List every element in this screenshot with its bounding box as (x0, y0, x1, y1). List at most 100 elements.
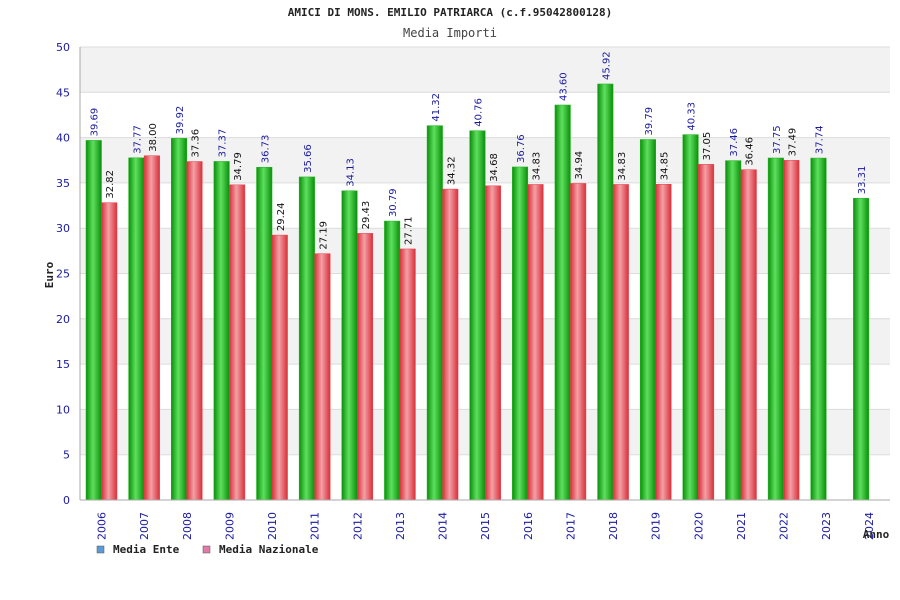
data-label-media-ente-2015: 40.76 (473, 98, 484, 127)
bar-media-nazionale-2008 (186, 161, 203, 501)
bar-media-ente-2012 (341, 190, 358, 501)
bar-media-nazionale-2012 (357, 233, 374, 501)
x-tick-label: 2023 (820, 512, 833, 540)
x-tick-label: 2013 (394, 512, 407, 540)
y-tick-label: 45 (56, 86, 70, 99)
y-tick-label: 40 (56, 132, 70, 145)
data-label-media-ente-2017: 43.60 (559, 72, 570, 101)
bar-media-nazionale-2010 (271, 234, 288, 501)
data-label-media-ente-2020: 40.33 (687, 102, 698, 131)
x-tick-label: 2018 (607, 512, 620, 540)
y-tick-label: 30 (56, 222, 70, 235)
data-label-media-nazionale-2013: 27.71 (404, 216, 415, 245)
data-label-media-nazionale-2015: 34.68 (489, 153, 500, 182)
data-label-media-ente-2014: 41.32 (431, 93, 442, 122)
x-tick-label: 2021 (735, 512, 748, 540)
x-tick-label: 2022 (778, 512, 791, 540)
data-label-media-nazionale-2017: 34.94 (574, 151, 585, 180)
y-tick-label: 50 (56, 41, 70, 54)
data-label-media-ente-2006: 39.69 (90, 108, 101, 137)
data-label-media-nazionale-2006: 32.82 (105, 170, 116, 199)
bar-media-ente-2009 (213, 161, 230, 501)
bar-media-nazionale-2013 (399, 248, 416, 501)
bar-media-nazionale-2014 (442, 188, 459, 501)
data-label-media-ente-2016: 36.76 (516, 134, 527, 163)
bar-media-ente-2015 (469, 130, 486, 501)
data-label-media-nazionale-2010: 29.24 (276, 202, 287, 231)
x-tick-label: 2024 (863, 512, 876, 540)
bar-media-nazionale-2015 (484, 185, 501, 501)
y-tick-label: 0 (63, 494, 70, 507)
data-label-media-ente-2013: 30.79 (388, 188, 399, 217)
data-label-media-ente-2012: 34.13 (346, 158, 357, 187)
bar-media-nazionale-2021 (740, 169, 757, 501)
legend-swatch-media-ente (96, 545, 105, 554)
bar-media-ente-2006 (85, 140, 102, 501)
x-tick-label: 2016 (522, 512, 535, 540)
data-label-media-ente-2009: 37.37 (218, 129, 229, 158)
plot-band (80, 47, 890, 93)
data-label-media-nazionale-2021: 36.46 (745, 137, 756, 166)
bar-media-nazionale-2018 (612, 184, 629, 501)
bar-media-ente-2008 (171, 138, 188, 501)
bars-group (85, 83, 870, 501)
legend-label-media-ente: Media Ente (113, 543, 180, 556)
bar-media-nazionale-2006 (101, 202, 118, 501)
y-tick-label: 15 (56, 358, 70, 371)
data-label-media-nazionale-2014: 34.32 (446, 156, 457, 185)
data-label-media-ente-2022: 37.75 (772, 125, 783, 154)
plot-band (80, 92, 890, 138)
x-tick-label: 2011 (309, 512, 322, 540)
x-tick-label: 2020 (692, 512, 705, 540)
data-label-media-nazionale-2016: 34.83 (532, 152, 543, 181)
bar-media-nazionale-2022 (783, 160, 800, 501)
bar-media-ente-2010 (256, 166, 273, 501)
x-tick-label: 2012 (351, 512, 364, 540)
bar-media-ente-2022 (767, 157, 784, 501)
legend-label-media-nazionale: Media Nazionale (219, 543, 319, 556)
legend: Media Ente Media Nazionale (96, 543, 319, 556)
x-tick-label: 2014 (437, 512, 450, 540)
data-label-media-ente-2010: 36.73 (260, 135, 271, 164)
data-label-media-ente-2018: 45.92 (601, 51, 612, 80)
x-axis-label: Anno (863, 528, 890, 541)
bar-media-nazionale-2009 (229, 184, 246, 501)
bar-media-ente-2021 (725, 160, 742, 501)
x-tick-label: 2015 (479, 512, 492, 540)
bar-media-ente-2018 (597, 83, 614, 501)
x-tick-label: 2019 (650, 512, 663, 540)
data-labels-group: 39.69 32.82 37.77 38.00 39.92 37.36 37.37 34.79… (90, 51, 868, 249)
y-tick-label: 25 (56, 268, 70, 281)
data-label-media-nazionale-2011: 27.19 (318, 221, 329, 250)
bar-media-ente-2017 (554, 104, 571, 501)
y-tick-label: 5 (63, 449, 70, 462)
data-label-media-nazionale-2009: 34.79 (233, 152, 244, 181)
x-axis-ticks: 2006 2007 2008 2009 2010 2011 2012 2013 2014 2015… (96, 512, 876, 540)
data-label-media-ente-2008: 39.92 (175, 106, 186, 135)
bar-media-ente-2016 (512, 166, 529, 501)
y-axis-label: Euro (43, 261, 56, 288)
bar-media-nazionale-2016 (527, 184, 544, 501)
data-label-media-ente-2023: 37.74 (814, 125, 825, 154)
chart-subtitle: Media Importi (403, 26, 497, 40)
y-axis-ticks: 0 5 10 15 20 25 30 35 40 45 50 (56, 41, 70, 507)
bar-media-nazionale-2017 (570, 183, 587, 501)
x-tick-label: 2008 (181, 512, 194, 540)
data-label-media-ente-2019: 39.79 (644, 107, 655, 136)
data-label-media-nazionale-2008: 37.36 (191, 129, 202, 158)
x-tick-label: 2017 (564, 512, 577, 540)
data-label-media-nazionale-2020: 37.05 (702, 132, 713, 161)
bar-media-ente-2019 (639, 139, 656, 501)
data-label-media-nazionale-2022: 37.49 (787, 128, 798, 157)
data-label-media-ente-2007: 37.77 (132, 125, 143, 154)
bar-media-ente-2013 (384, 220, 401, 501)
bar-media-ente-2023 (810, 157, 827, 501)
data-label-media-ente-2021: 37.46 (729, 128, 740, 157)
data-label-media-ente-2011: 35.66 (303, 144, 314, 173)
legend-swatch-media-nazionale (202, 545, 211, 554)
bar-media-nazionale-2007 (143, 155, 160, 501)
x-tick-label: 2007 (138, 512, 151, 540)
data-label-media-nazionale-2018: 34.83 (617, 152, 628, 181)
bar-media-nazionale-2011 (314, 253, 331, 501)
y-tick-label: 20 (56, 313, 70, 326)
